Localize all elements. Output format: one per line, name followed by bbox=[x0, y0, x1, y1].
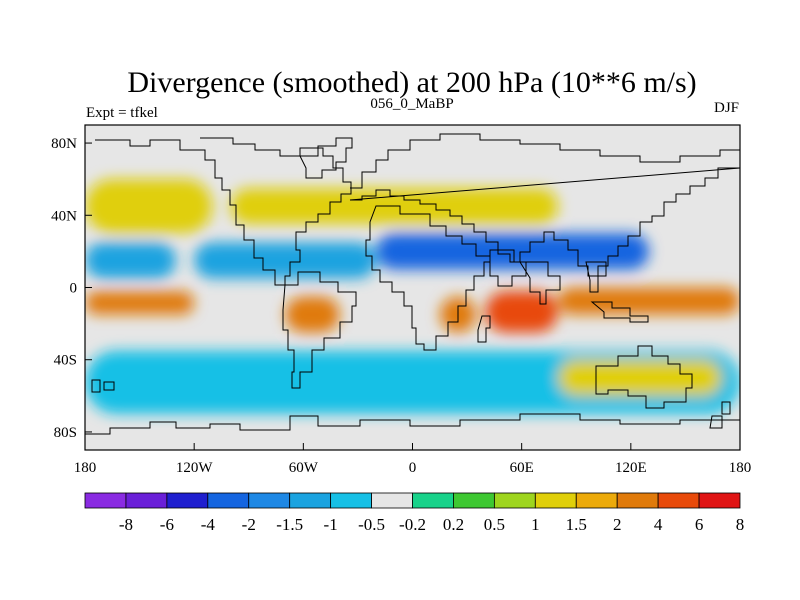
colorbar-label-11: 1.5 bbox=[566, 515, 587, 534]
colorbar-box-13 bbox=[616, 492, 659, 509]
colorbar-label-2: -4 bbox=[201, 515, 216, 534]
coastline-australia bbox=[595, 345, 693, 409]
colorbar-label-0: -8 bbox=[119, 515, 133, 534]
x-tick-label-2: 60W bbox=[289, 460, 319, 476]
coastline-madagascar bbox=[477, 315, 491, 343]
x-tick-label-3: 0 bbox=[409, 460, 417, 476]
coastline-africa bbox=[365, 205, 491, 351]
coastline-indonesia bbox=[590, 301, 649, 323]
colorbar: -8 -6 -4 -2 -1.5 -1 -0.5 -0.2 0.2 0.5 1 1.5 2 4 6 8 bbox=[84, 492, 745, 534]
colorbar-box-0 bbox=[84, 492, 127, 509]
colorbar-label-13: 4 bbox=[654, 515, 663, 534]
divergence-feature-4 bbox=[558, 287, 740, 315]
colorbar-box-15 bbox=[698, 492, 741, 509]
divergence-feature-2 bbox=[85, 242, 176, 279]
colorbar-label-5: -1 bbox=[324, 515, 338, 534]
colorbar-box-2 bbox=[166, 492, 209, 509]
x-tick-label-5: 120E bbox=[615, 460, 647, 476]
x-axis: 180 120W 60W 0 60E 120E 180 bbox=[74, 443, 752, 476]
y-tick-label-2: 0 bbox=[70, 281, 78, 297]
colorbar-box-8 bbox=[412, 492, 454, 509]
coastline-india bbox=[519, 261, 561, 305]
plot-title: Divergence (smoothed) at 200 hPa (10**6 … bbox=[127, 66, 696, 99]
coastline-pacific-islands bbox=[91, 379, 115, 393]
colorbar-box-10 bbox=[493, 492, 536, 509]
colorbar-label-6: -0.5 bbox=[358, 515, 385, 534]
coastline-north-america bbox=[95, 137, 352, 286]
x-tick-label-1: 120W bbox=[176, 460, 214, 476]
y-axis: 80N 40N 0 40S 80S bbox=[51, 136, 92, 441]
y-tick-label-3: 40S bbox=[54, 353, 77, 369]
y-tick-label-0: 80N bbox=[51, 136, 77, 152]
colorbar-box-3 bbox=[207, 492, 250, 509]
coastline-arabia bbox=[489, 249, 527, 287]
x-tick-label-0: 180 bbox=[74, 460, 97, 476]
colorbar-box-6 bbox=[330, 492, 372, 509]
colorbar-box-1 bbox=[125, 492, 168, 509]
colorbar-box-11 bbox=[534, 492, 577, 509]
colorbar-label-4: -1.5 bbox=[276, 515, 303, 534]
coastline-eurasia bbox=[349, 133, 740, 277]
colorbar-label-1: -6 bbox=[160, 515, 174, 534]
y-tick-label-4: 80S bbox=[54, 425, 77, 441]
map-panel bbox=[85, 125, 740, 450]
y-tick-label-1: 40N bbox=[51, 208, 77, 224]
colorbar-box-4 bbox=[248, 492, 291, 509]
divergence-feature-7 bbox=[85, 291, 195, 315]
right-subtitle: DJF bbox=[714, 100, 739, 116]
divergence-field bbox=[85, 179, 740, 414]
colorbar-box-12 bbox=[575, 492, 618, 509]
colorbar-box-9 bbox=[453, 492, 495, 509]
colorbar-label-15: 8 bbox=[736, 515, 745, 534]
divergence-feature-3 bbox=[485, 291, 559, 333]
colorbar-label-10: 1 bbox=[531, 515, 540, 534]
colorbar-box-14 bbox=[657, 492, 700, 509]
x-tick-label-4: 60E bbox=[510, 460, 534, 476]
coastline-indochina bbox=[585, 261, 607, 293]
coastline-antarctica bbox=[85, 413, 740, 435]
divergence-feature-11 bbox=[558, 359, 722, 396]
colorbar-label-9: 0.5 bbox=[484, 515, 505, 534]
colorbar-box-7 bbox=[371, 492, 413, 509]
coastline-greenland bbox=[299, 137, 353, 179]
colorbar-label-3: -2 bbox=[242, 515, 256, 534]
colorbar-label-7: -0.2 bbox=[399, 515, 426, 534]
colorbar-label-12: 2 bbox=[613, 515, 622, 534]
colorbar-label-8: 0.2 bbox=[443, 515, 464, 534]
coastlines bbox=[85, 133, 740, 435]
left-subtitle: Expt = tfkel bbox=[86, 105, 158, 121]
colorbar-box-5 bbox=[289, 492, 332, 509]
coastline-south-america bbox=[282, 271, 357, 389]
divergence-feature-1 bbox=[194, 242, 377, 279]
divergence-feature-8 bbox=[85, 179, 213, 234]
coastline-new-zealand bbox=[709, 401, 731, 429]
divergence-feature-0 bbox=[376, 233, 650, 270]
colorbar-label-14: 6 bbox=[695, 515, 704, 534]
x-tick-label-6: 180 bbox=[729, 460, 752, 476]
divergence-feature-5 bbox=[285, 296, 340, 333]
center-subtitle: 056_0_MaBP bbox=[370, 96, 453, 112]
